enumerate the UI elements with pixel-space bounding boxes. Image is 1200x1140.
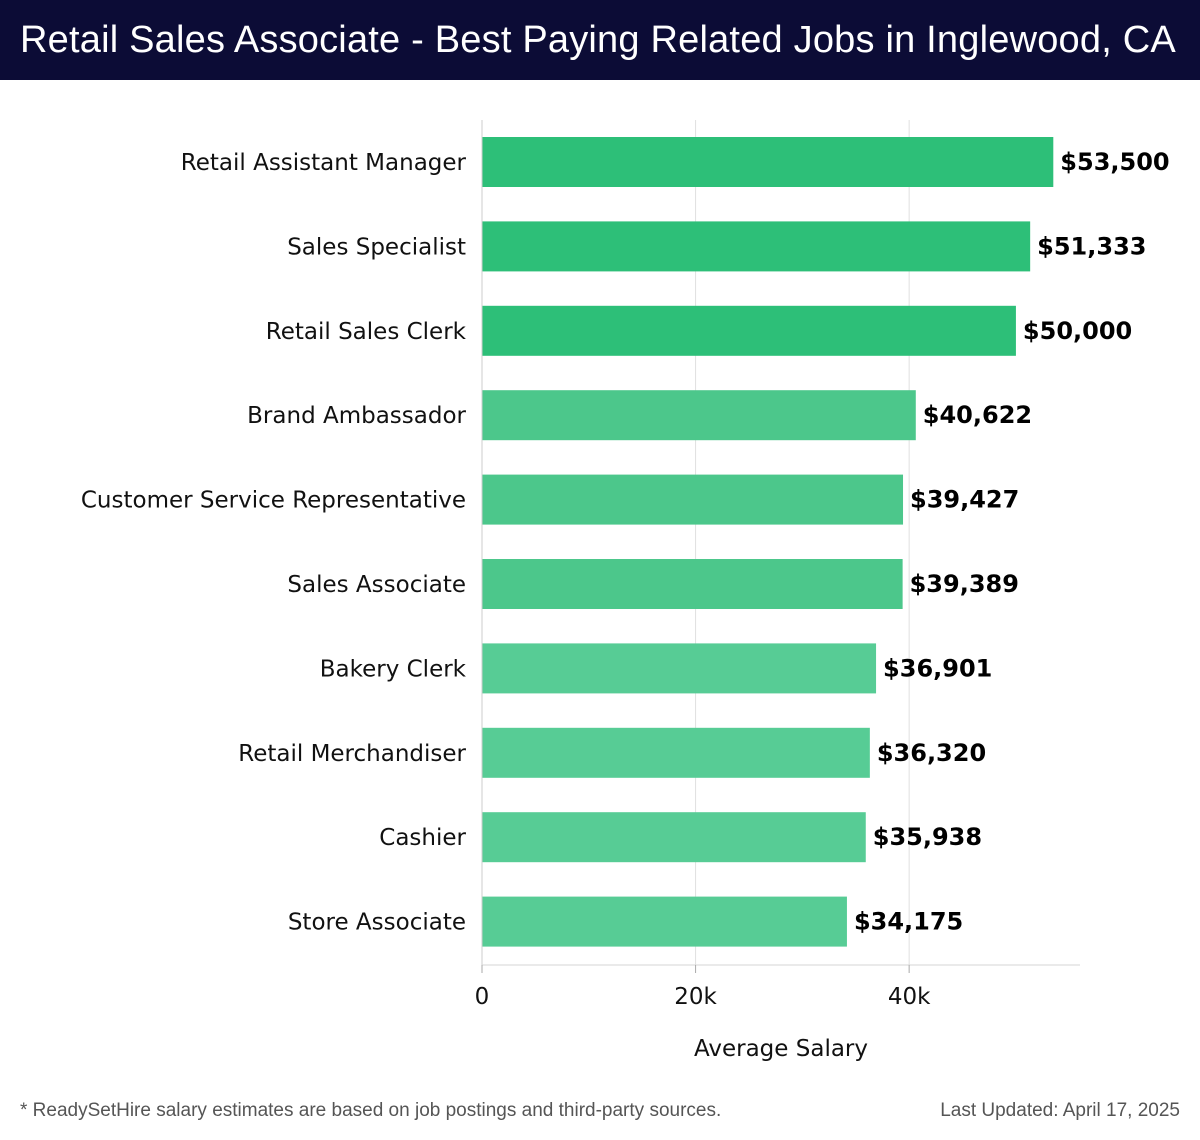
bar — [482, 137, 1054, 187]
bar — [482, 390, 916, 441]
bar-chart: $53,500 Retail Assistant Manager $51,333 Sa… — [81, 120, 1170, 1062]
x-tick-label: 20k — [674, 984, 717, 1010]
category-label: Sales Specialist — [287, 234, 466, 260]
category-label: Brand Ambassador — [247, 403, 466, 429]
bar — [482, 221, 1031, 272]
bar — [482, 896, 847, 947]
category-label: Bakery Clerk — [320, 656, 467, 682]
x-tick-label: 0 — [475, 984, 490, 1010]
header-bar: Retail Sales Associate - Best Paying Rel… — [0, 0, 1200, 80]
data-label: $39,427 — [910, 486, 1019, 514]
data-label: $36,320 — [877, 739, 986, 767]
chart-title: Retail Sales Associate - Best Paying Rel… — [20, 18, 1176, 61]
data-label: $39,389 — [910, 570, 1019, 598]
data-label: $40,622 — [923, 401, 1032, 429]
bar — [482, 559, 903, 609]
bar — [482, 474, 904, 525]
category-label: Retail Merchandiser — [238, 741, 466, 767]
data-label: $50,000 — [1023, 317, 1132, 345]
x-axis-title: Average Salary — [694, 1036, 868, 1062]
category-label: Retail Assistant Manager — [181, 150, 467, 176]
x-tick-label: 40k — [888, 984, 931, 1010]
data-label: $51,333 — [1037, 232, 1146, 260]
data-label: $35,938 — [873, 823, 982, 851]
category-label: Retail Sales Clerk — [266, 319, 467, 345]
category-label: Cashier — [379, 825, 466, 851]
category-label: Customer Service Representative — [81, 488, 466, 514]
data-label: $36,901 — [883, 654, 992, 682]
footer-last-updated: Last Updated: April 17, 2025 — [940, 1100, 1180, 1121]
footer-note: * ReadySetHire salary estimates are base… — [20, 1100, 722, 1121]
category-label: Store Associate — [288, 910, 466, 936]
bar — [482, 305, 1016, 356]
bar — [482, 727, 870, 778]
data-label: $34,175 — [854, 908, 963, 936]
category-label: Sales Associate — [287, 572, 466, 598]
data-label: $53,500 — [1060, 148, 1169, 176]
bar — [482, 812, 866, 863]
bar — [482, 643, 877, 694]
